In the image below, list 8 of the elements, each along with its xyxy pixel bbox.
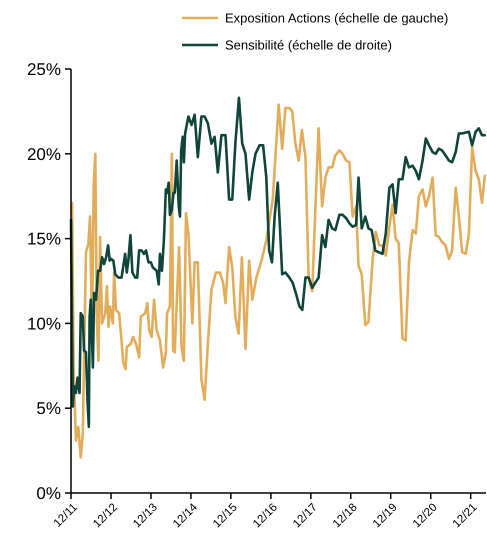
legend-label: Sensibilité (échelle de droite) <box>225 38 392 53</box>
legend-label: Exposition Actions (échelle de gauche) <box>225 10 448 26</box>
y-tick-label: 0% <box>36 484 61 503</box>
y-tick-label: 20% <box>26 144 61 164</box>
y-tick-label: 15% <box>26 230 61 249</box>
y-tick-label: 5% <box>36 399 61 418</box>
y-tick-label: 25% <box>26 60 61 79</box>
y-tick-label: 10% <box>26 314 61 334</box>
